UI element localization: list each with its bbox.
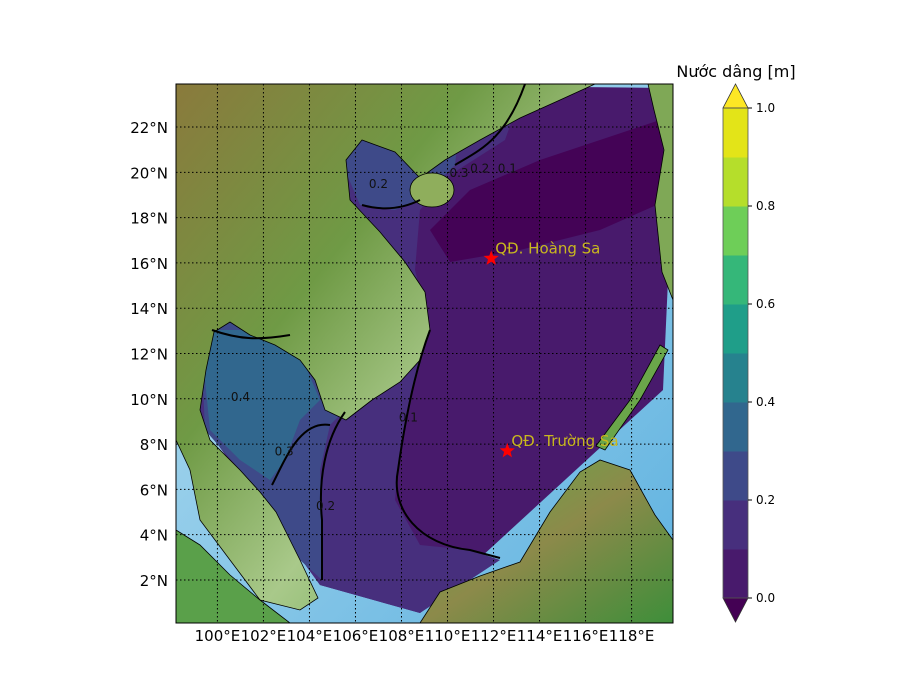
x-tick-label: 102°E bbox=[241, 627, 287, 645]
place-label: QĐ. Trường Sa bbox=[511, 432, 618, 450]
colorbar-segment bbox=[723, 108, 748, 158]
colorbar-segment bbox=[723, 500, 748, 550]
contour-0.3 bbox=[271, 423, 331, 486]
colorbar-segment bbox=[723, 255, 748, 305]
land-borneo bbox=[419, 459, 673, 623]
x-tick-label: 108°E bbox=[379, 627, 425, 645]
place-label: QĐ. Hoàng Sa bbox=[495, 239, 600, 257]
contour-label: 0.2 bbox=[369, 177, 388, 191]
contour-labels: 0.20.3 0.2 0.10.40.30.20.1 bbox=[231, 161, 517, 512]
contour-lines bbox=[211, 84, 526, 580]
place-markers: QĐ. Hoàng Sa QĐ. Trường Sa bbox=[483, 239, 619, 458]
colorbar-tick-label: 0.8 bbox=[756, 199, 775, 213]
contour-label: 0.3 bbox=[449, 166, 468, 180]
colorbar-segment bbox=[723, 402, 748, 452]
x-tick-label: 100°E bbox=[195, 627, 241, 645]
map-area bbox=[176, 84, 673, 623]
land-indochina bbox=[176, 84, 596, 611]
colorbar-segment bbox=[723, 451, 748, 501]
y-tick-label: 4°N bbox=[140, 527, 168, 545]
colorbar-tick-label: 0.2 bbox=[756, 493, 775, 507]
contour-label: 0.2 bbox=[470, 161, 489, 175]
colorbar-title: Nước dâng [m] bbox=[676, 62, 795, 81]
contour-label: 0.4 bbox=[231, 390, 250, 404]
x-tick-label: 118°E bbox=[609, 627, 655, 645]
contour-0.2-tonkin bbox=[361, 199, 421, 210]
star-icon bbox=[483, 250, 499, 265]
y-tick-label: 20°N bbox=[130, 164, 168, 182]
contour-label: 0.3 bbox=[275, 444, 294, 458]
x-axis-ticks: 100°E 102°E 104°E 106°E 108°E 110°E 112°E 114°E… bbox=[195, 627, 655, 645]
x-tick-label: 114°E bbox=[517, 627, 563, 645]
map-frame bbox=[175, 83, 674, 624]
colorbar-tick-label: 1.0 bbox=[756, 101, 775, 115]
colorbar-segment bbox=[723, 353, 748, 403]
contour-0.1-tonkin bbox=[454, 84, 526, 166]
y-tick-label: 6°N bbox=[140, 481, 168, 499]
contour-0.1 bbox=[395, 329, 501, 559]
land-hainan bbox=[409, 172, 455, 208]
star-icon bbox=[499, 442, 515, 458]
y-axis-ticks: 2°N 4°N 6°N 8°N 10°N 12°N 14°N 16°N 18°N 20°N 22°N bbox=[130, 119, 168, 590]
y-tick-label: 12°N bbox=[130, 346, 168, 364]
colorbar-segment bbox=[723, 157, 748, 207]
x-tick-label: 116°E bbox=[563, 627, 609, 645]
colorbar-extend-min bbox=[722, 597, 749, 623]
x-tick-label: 104°E bbox=[287, 627, 333, 645]
y-tick-label: 10°N bbox=[130, 391, 168, 409]
colorbar-outline bbox=[722, 107, 749, 599]
colorbar-tick-label: 0.6 bbox=[756, 297, 775, 311]
contour-0.2 bbox=[319, 411, 346, 580]
x-tick-label: 110°E bbox=[425, 627, 471, 645]
y-tick-label: 2°N bbox=[140, 572, 168, 590]
colorbar-extend-max bbox=[722, 83, 749, 109]
surge-under-region bbox=[430, 120, 668, 262]
land-luzon bbox=[647, 84, 673, 301]
contour-label: 0.1 bbox=[399, 410, 418, 424]
contour-label: 0.2 bbox=[316, 499, 335, 513]
contour-label: 0.1 bbox=[498, 161, 517, 175]
surge-level-0.3-0.4 bbox=[205, 330, 320, 480]
y-tick-label: 14°N bbox=[130, 300, 168, 318]
colorbar: Nước dâng [m] 0.0 0.2 0.4 0.6 0.8 1.0 bbox=[676, 62, 796, 623]
colorbar-segment bbox=[723, 206, 748, 256]
y-tick-label: 22°N bbox=[130, 119, 168, 137]
y-tick-label: 8°N bbox=[140, 436, 168, 454]
x-tick-label: 106°E bbox=[333, 627, 379, 645]
colorbar-tick-label: 0.4 bbox=[756, 395, 775, 409]
land-sumatra bbox=[176, 529, 291, 623]
colorbar-segment bbox=[723, 549, 748, 599]
contour-0.4 bbox=[211, 329, 291, 340]
y-tick-label: 16°N bbox=[130, 255, 168, 273]
y-tick-label: 18°N bbox=[130, 210, 168, 228]
colorbar-segment bbox=[723, 304, 748, 354]
gridlines bbox=[176, 84, 673, 623]
colorbar-tick-label: 0.0 bbox=[756, 591, 775, 605]
x-tick-label: 112°E bbox=[471, 627, 517, 645]
